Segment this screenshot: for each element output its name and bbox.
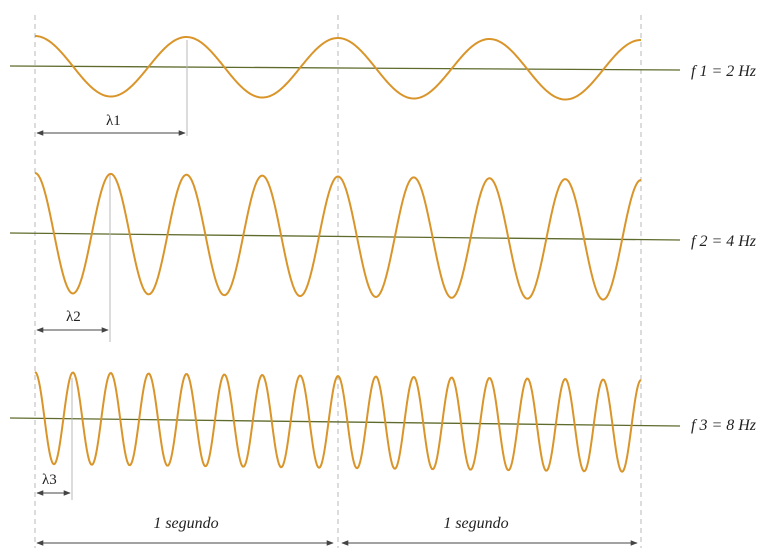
wave-row-3: f 3 = 8 Hz λ3 (9, 371, 757, 500)
wave-1-wavelength-label: λ1 (106, 113, 121, 129)
wave-3-curve (34, 371, 642, 473)
time-scale: 1 segundo 1 segundo (36, 515, 638, 546)
wave-2-axis (9, 232, 681, 241)
wave-1-axis (9, 65, 681, 71)
wave-2-curve (34, 172, 642, 301)
wave-2-wavelength-label: λ2 (66, 309, 81, 325)
wave-1-frequency-label: f 1 = 2 Hz (691, 63, 757, 80)
second-2-label: 1 segundo (443, 515, 508, 532)
wave-3-axis (9, 417, 681, 427)
wave-1-curve (34, 35, 642, 101)
wave-3-frequency-label: f 3 = 8 Hz (691, 417, 757, 434)
wave-row-1: f 1 = 2 Hz λ1 (9, 35, 757, 136)
wave-3-wavelength-label: λ3 (42, 472, 57, 488)
guide-lines (34, 15, 642, 548)
wave-row-2: f 2 = 4 Hz λ2 (9, 172, 757, 342)
wave-2-frequency-label: f 2 = 4 Hz (691, 233, 757, 250)
second-1-label: 1 segundo (153, 515, 218, 532)
